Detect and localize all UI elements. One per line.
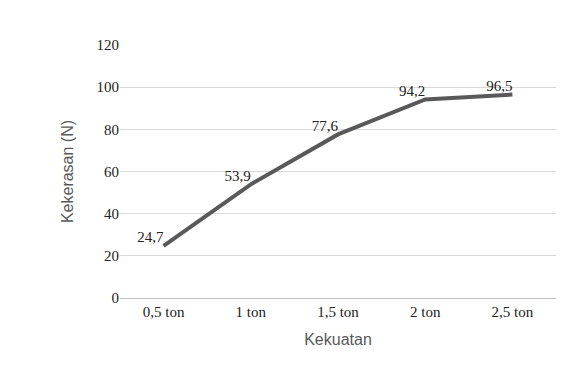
svg-text:77,6: 77,6 — [312, 118, 339, 134]
svg-text:Kekuatan: Kekuatan — [304, 331, 372, 348]
svg-text:40: 40 — [104, 206, 119, 222]
svg-text:96,5: 96,5 — [486, 78, 512, 94]
svg-text:Kekerasan (N): Kekerasan (N) — [59, 120, 76, 223]
svg-text:53,9: 53,9 — [225, 168, 251, 184]
svg-text:1 ton: 1 ton — [236, 304, 267, 320]
svg-text:2,5 ton: 2,5 ton — [492, 304, 534, 320]
svg-text:1,5 ton: 1,5 ton — [317, 304, 359, 320]
svg-text:20: 20 — [104, 248, 119, 264]
svg-text:60: 60 — [104, 164, 119, 180]
svg-text:24,7: 24,7 — [137, 229, 164, 245]
svg-text:94,2: 94,2 — [399, 83, 425, 99]
svg-text:100: 100 — [97, 79, 120, 95]
svg-text:80: 80 — [104, 122, 119, 138]
svg-text:120: 120 — [97, 37, 120, 53]
svg-text:0: 0 — [112, 290, 120, 306]
svg-text:2 ton: 2 ton — [410, 304, 441, 320]
svg-text:0,5 ton: 0,5 ton — [143, 304, 185, 320]
